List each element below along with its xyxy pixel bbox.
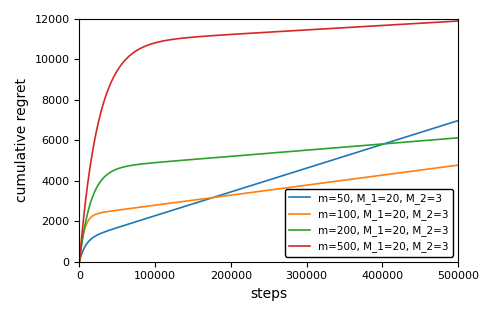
m=100, M_1=20, M_2=3 (77, 260, 82, 264)
m=500, M_1=20, M_2=3 (323, 27, 329, 31)
m=100, M_1=20, M_2=3 (323, 181, 329, 185)
X-axis label: steps: steps (250, 287, 288, 301)
m=200, M_1=20, M_2=3 (359, 144, 365, 148)
m=50, M_1=20, M_2=3 (455, 119, 461, 123)
m=200, M_1=20, M_2=3 (77, 260, 82, 264)
m=100, M_1=20, M_2=3 (455, 163, 461, 167)
m=500, M_1=20, M_2=3 (303, 28, 309, 32)
m=500, M_1=20, M_2=3 (145, 43, 151, 47)
m=500, M_1=20, M_2=3 (455, 19, 461, 23)
Line: m=100, M_1=20, M_2=3: m=100, M_1=20, M_2=3 (80, 165, 458, 262)
m=50, M_1=20, M_2=3 (359, 149, 365, 153)
m=50, M_1=20, M_2=3 (323, 160, 329, 164)
m=50, M_1=20, M_2=3 (388, 140, 394, 144)
m=50, M_1=20, M_2=3 (77, 260, 82, 264)
m=100, M_1=20, M_2=3 (303, 183, 309, 187)
Y-axis label: cumulative regret: cumulative regret (15, 78, 29, 202)
m=500, M_1=20, M_2=3 (388, 23, 394, 27)
m=100, M_1=20, M_2=3 (145, 204, 151, 208)
Line: m=200, M_1=20, M_2=3: m=200, M_1=20, M_2=3 (80, 138, 458, 262)
m=200, M_1=20, M_2=3 (303, 148, 309, 152)
m=200, M_1=20, M_2=3 (455, 136, 461, 140)
m=200, M_1=20, M_2=3 (323, 147, 329, 150)
m=100, M_1=20, M_2=3 (388, 172, 394, 176)
m=50, M_1=20, M_2=3 (221, 192, 227, 196)
m=200, M_1=20, M_2=3 (221, 155, 227, 159)
Line: m=500, M_1=20, M_2=3: m=500, M_1=20, M_2=3 (80, 21, 458, 262)
m=500, M_1=20, M_2=3 (221, 33, 227, 37)
m=500, M_1=20, M_2=3 (359, 25, 365, 28)
Line: m=50, M_1=20, M_2=3: m=50, M_1=20, M_2=3 (80, 121, 458, 262)
m=100, M_1=20, M_2=3 (221, 194, 227, 198)
Legend: m=50, M_1=20, M_2=3, m=100, M_1=20, M_2=3, m=200, M_1=20, M_2=3, m=500, M_1=20, : m=50, M_1=20, M_2=3, m=100, M_1=20, M_2=… (285, 189, 453, 257)
m=500, M_1=20, M_2=3 (77, 260, 82, 264)
m=200, M_1=20, M_2=3 (145, 161, 151, 165)
m=50, M_1=20, M_2=3 (145, 216, 151, 220)
m=200, M_1=20, M_2=3 (388, 142, 394, 145)
m=100, M_1=20, M_2=3 (359, 176, 365, 180)
m=50, M_1=20, M_2=3 (303, 166, 309, 170)
